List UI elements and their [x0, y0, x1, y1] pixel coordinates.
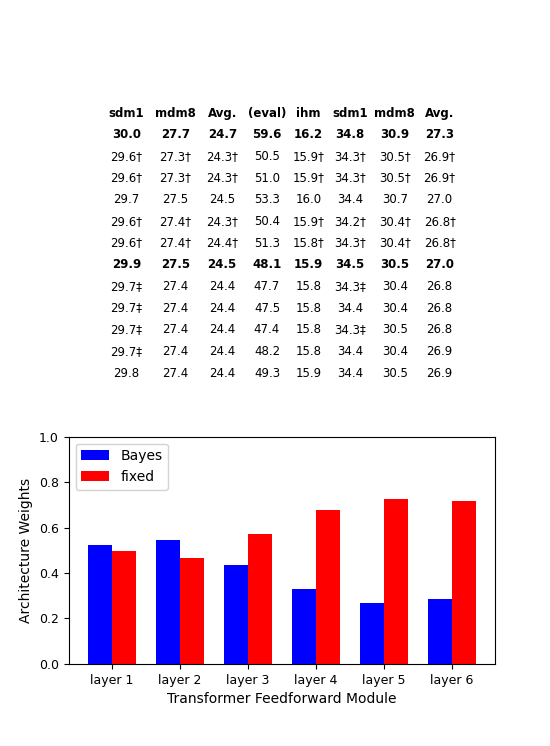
Bar — [88, 545, 112, 664]
Bar — [292, 589, 316, 664]
Bar — [360, 603, 384, 664]
Bar — [428, 599, 452, 664]
Y-axis label: Architecture Weights: Architecture Weights — [19, 477, 34, 623]
Bar — [156, 540, 180, 664]
Bar — [112, 551, 136, 664]
Bar — [384, 499, 408, 664]
X-axis label: Transformer Feedforward Module: Transformer Feedforward Module — [167, 692, 397, 706]
Bar — [248, 534, 272, 664]
Bar — [452, 501, 476, 664]
Bar — [224, 565, 248, 664]
Bar — [316, 510, 340, 664]
Legend: Bayes, fixed: Bayes, fixed — [76, 444, 168, 489]
Bar — [180, 558, 204, 664]
